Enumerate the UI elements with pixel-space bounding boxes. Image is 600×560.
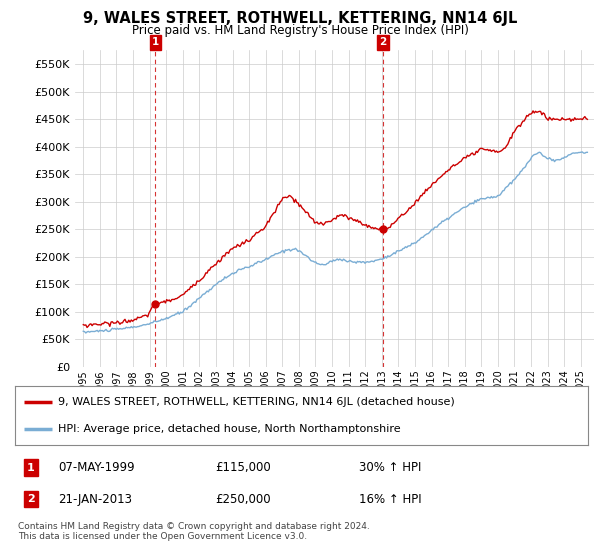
Text: 30% ↑ HPI: 30% ↑ HPI: [359, 461, 421, 474]
Text: 16% ↑ HPI: 16% ↑ HPI: [359, 493, 421, 506]
Text: 2: 2: [27, 494, 35, 504]
Text: 21-JAN-2013: 21-JAN-2013: [58, 493, 132, 506]
Text: £250,000: £250,000: [215, 493, 271, 506]
Text: 07-MAY-1999: 07-MAY-1999: [58, 461, 134, 474]
Text: 9, WALES STREET, ROTHWELL, KETTERING, NN14 6JL (detached house): 9, WALES STREET, ROTHWELL, KETTERING, NN…: [58, 397, 455, 407]
Text: 1: 1: [27, 463, 35, 473]
Text: 1: 1: [152, 37, 159, 47]
Text: 2: 2: [379, 37, 386, 47]
Text: Price paid vs. HM Land Registry's House Price Index (HPI): Price paid vs. HM Land Registry's House …: [131, 24, 469, 36]
Text: Contains HM Land Registry data © Crown copyright and database right 2024.
This d: Contains HM Land Registry data © Crown c…: [18, 522, 370, 542]
Text: HPI: Average price, detached house, North Northamptonshire: HPI: Average price, detached house, Nort…: [58, 424, 401, 435]
Text: 9, WALES STREET, ROTHWELL, KETTERING, NN14 6JL: 9, WALES STREET, ROTHWELL, KETTERING, NN…: [83, 11, 517, 26]
Text: £115,000: £115,000: [215, 461, 271, 474]
